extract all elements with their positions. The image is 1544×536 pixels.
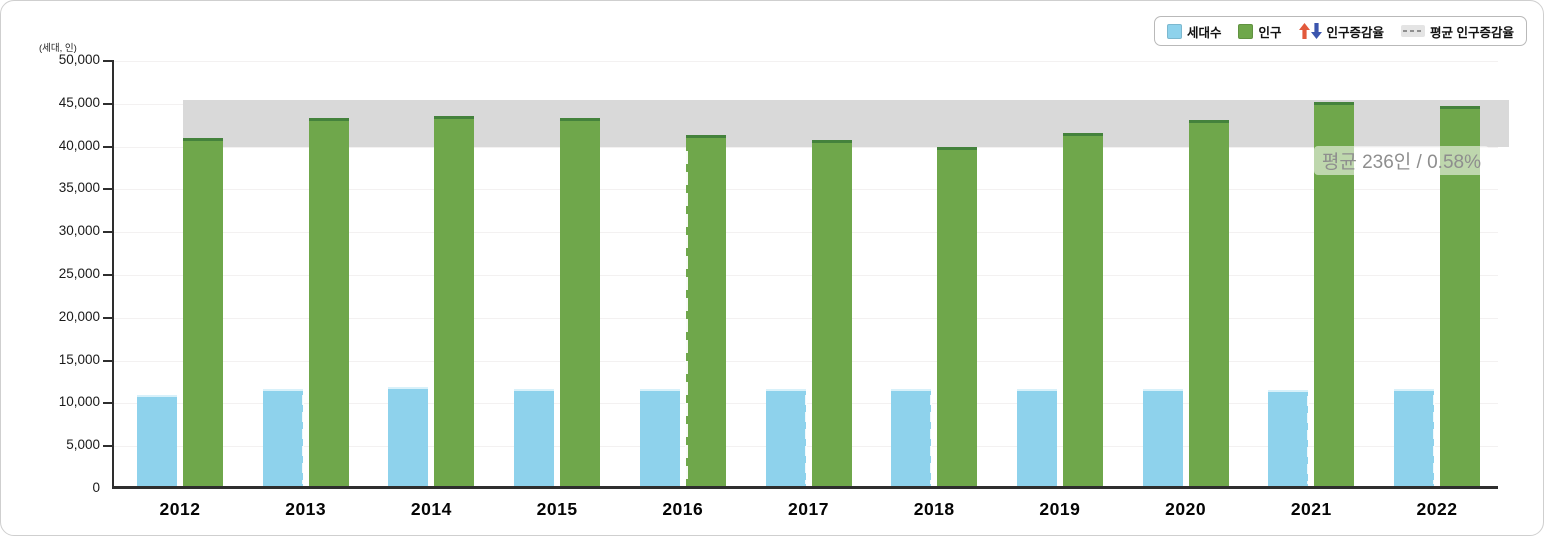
gridline (114, 61, 1498, 62)
x-axis-label-2021: 2021 (1290, 499, 1332, 519)
y-axis-tick (103, 60, 114, 62)
x-axis-label-2015: 2015 (536, 499, 578, 519)
bar-세대수-2016[interactable] (639, 389, 680, 486)
bar-인구-2017[interactable] (811, 140, 852, 486)
gridline (114, 275, 1498, 276)
y-axis-tick-label: 40,000 (58, 137, 100, 153)
bar-세대수-2019[interactable] (1016, 389, 1057, 486)
selected-year-dashed-line (684, 151, 688, 485)
y-axis-tick-label: 5,000 (66, 437, 100, 453)
y-axis-tick (103, 359, 114, 362)
bar-세대수-2018[interactable] (891, 389, 932, 486)
gridline (114, 360, 1498, 362)
legend-label: 인구 (1258, 25, 1282, 40)
plot-area: 50,000 45,000 40,000 35,000 30,000 25,000 20,0… (59, 52, 1509, 519)
bar-인구-2012[interactable] (183, 138, 223, 486)
bar-세대수-2015[interactable] (514, 389, 555, 486)
x-axis-label-2018: 2018 (913, 499, 955, 519)
gridline (114, 189, 1498, 191)
y-axis-tick (103, 445, 114, 448)
bar-인구-2018[interactable] (937, 146, 978, 486)
y-axis-tick (103, 274, 114, 276)
population-swatch-icon (1238, 23, 1254, 39)
y-axis-tick (103, 145, 114, 148)
legend-item-population[interactable]: 인구 (1238, 22, 1282, 41)
x-axis-label-2013: 2013 (285, 499, 327, 519)
gridline (114, 317, 1498, 319)
bar-세대수-2020[interactable] (1142, 389, 1183, 486)
x-axis-label-2012: 2012 (159, 499, 201, 519)
y-axis-tick (103, 188, 114, 191)
bar-세대수-2017[interactable] (765, 389, 806, 486)
legend-label: 세대수 (1186, 25, 1222, 40)
y-axis-tick (103, 231, 114, 234)
bar-인구-2013[interactable] (308, 118, 349, 486)
blue-bar-edge-dash (1433, 395, 1435, 484)
blue-bar-edge-dash (1307, 395, 1310, 484)
bar-인구-2014[interactable] (434, 116, 475, 486)
legend-item-avg-change-rate[interactable]: 평균 인구증감율 (1401, 22, 1514, 41)
bar-세대수-2013[interactable] (262, 389, 303, 486)
blue-bar-edge-dash (301, 395, 304, 484)
y-axis-tick-label: 25,000 (58, 266, 100, 281)
blue-bar-edge-dash (930, 395, 933, 484)
y-axis-tick (103, 316, 114, 319)
x-axis-label-2022: 2022 (1416, 499, 1458, 519)
legend-label: 평균 인구증감율 (1430, 25, 1514, 40)
x-axis-label-2020: 2020 (1165, 499, 1207, 519)
blue-bar-edge-dash (804, 395, 807, 484)
y-axis-tick (103, 102, 114, 105)
dashed-line-icon (1401, 25, 1426, 37)
legend: 세대수 인구 인구증감율 평균 인구증감율 (1153, 16, 1527, 46)
x-axis-label-2017: 2017 (788, 499, 829, 519)
y-axis-tick-label: 10,000 (58, 394, 100, 410)
y-axis-tick-label: 50,000 (58, 52, 100, 67)
bar-세대수-2014[interactable] (388, 386, 429, 486)
average-annotation: 평균 236인 / 0.58% (1313, 146, 1489, 175)
up-down-arrows-icon (1298, 23, 1322, 39)
gridline (114, 146, 1498, 148)
average-range-band (183, 100, 1509, 148)
bar-인구-2019[interactable] (1062, 133, 1103, 486)
legend-label: 인구증감율 (1326, 25, 1385, 40)
y-axis-tick-label: 15,000 (58, 351, 100, 367)
bar-인구-2016[interactable] (685, 134, 726, 486)
y-axis-tick (103, 402, 114, 405)
y-axis-tick-label: 45,000 (58, 94, 100, 110)
households-swatch-icon (1166, 23, 1182, 39)
y-axis-tick-label: 0 (92, 480, 100, 495)
bar-세대수-2021[interactable] (1268, 389, 1309, 486)
gridline (114, 232, 1498, 234)
bar-인구-2020[interactable] (1188, 120, 1229, 486)
bar-세대수-2012[interactable] (137, 394, 177, 486)
bar-인구-2015[interactable] (560, 118, 601, 486)
y-axis-tick-label: 20,000 (58, 308, 100, 324)
y-axis-unit-label: (세대, 인) (39, 43, 77, 54)
legend-item-change-rate[interactable]: 인구증감율 (1298, 22, 1385, 41)
bar-세대수-2022[interactable] (1394, 389, 1434, 486)
y-axis-tick-label: 35,000 (58, 180, 100, 196)
x-axis-label-2019: 2019 (1039, 499, 1081, 519)
x-axis-label-2016: 2016 (662, 499, 704, 519)
legend-item-households[interactable]: 세대수 (1166, 22, 1222, 41)
y-axis-tick-label: 30,000 (58, 223, 100, 239)
x-axis-label-2014: 2014 (410, 499, 452, 519)
